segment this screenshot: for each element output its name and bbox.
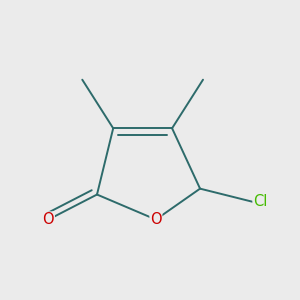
Text: O: O [43,212,54,227]
Text: O: O [150,212,162,227]
Text: Cl: Cl [253,194,267,209]
